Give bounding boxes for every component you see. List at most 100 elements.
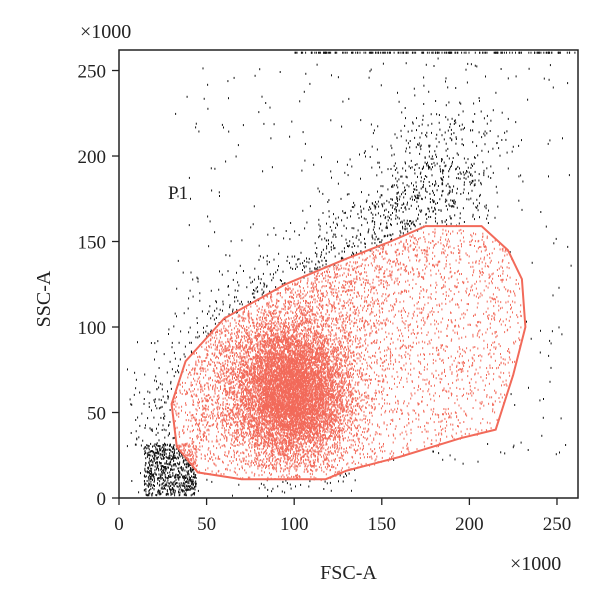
scatter-point (258, 360, 260, 363)
scatter-point (234, 362, 236, 364)
scatter-point (334, 436, 336, 439)
scatter-point (285, 359, 287, 362)
scatter-point (262, 417, 264, 420)
scatter-point (356, 449, 358, 452)
scatter-point (306, 393, 308, 396)
scatter-point (302, 434, 304, 437)
scatter-point (324, 422, 326, 425)
scatter-point (323, 325, 325, 327)
scatter-point (261, 369, 263, 372)
scatter-point (348, 426, 350, 429)
scatter-point (321, 365, 323, 368)
scatter-point (240, 363, 242, 366)
scatter-point (305, 344, 306, 347)
scatter-point (331, 406, 333, 409)
scatter-point (289, 366, 291, 369)
scatter-point (314, 313, 316, 316)
scatter-point (259, 410, 261, 412)
scatter-point (307, 422, 309, 425)
scatter-point (220, 413, 222, 416)
scatter-point (261, 463, 262, 466)
scatter-point (335, 429, 337, 432)
scatter-point (259, 367, 261, 369)
scatter-point (346, 373, 348, 376)
scatter-point (325, 367, 326, 369)
scatter-point (343, 328, 345, 331)
scatter-point (324, 383, 326, 385)
scatter-point (289, 462, 291, 465)
scatter-point (311, 425, 313, 428)
scatter-point (325, 358, 327, 361)
scatter-point (283, 350, 285, 353)
scatter-point (306, 387, 308, 390)
scatter-point (259, 415, 261, 418)
scatter-point (291, 325, 293, 328)
scatter-point (264, 321, 266, 324)
scatter-point (305, 359, 307, 362)
scatter-point (310, 388, 312, 391)
scatter-point (302, 429, 304, 432)
scatter-point (294, 397, 296, 400)
scatter-point (242, 376, 243, 379)
scatter-point (373, 437, 375, 440)
scatter-point (305, 350, 307, 353)
scatter-point (272, 345, 274, 348)
scatter-point (288, 415, 290, 418)
scatter-point (231, 387, 233, 390)
scatter-point (267, 383, 269, 385)
scatter-point (296, 384, 298, 387)
scatter-point (254, 373, 256, 376)
scatter-point (296, 410, 298, 413)
scatter-point (341, 398, 343, 401)
scatter-point (315, 438, 317, 441)
scatter-point (313, 402, 315, 405)
scatter-point (287, 336, 289, 339)
scatter-point (246, 383, 248, 386)
scatter-point (338, 342, 340, 345)
scatter-point (284, 366, 285, 369)
scatter-point (257, 362, 259, 365)
scatter-point (318, 407, 320, 410)
scatter-point (284, 340, 286, 343)
scatter-point (247, 422, 249, 425)
scatter-point (311, 322, 313, 325)
scatter-point (334, 460, 336, 463)
scatter-point (255, 390, 257, 393)
scatter-point (306, 455, 308, 458)
scatter-point (313, 371, 315, 374)
scatter-point (335, 436, 337, 438)
scatter-point (267, 385, 269, 388)
scatter-point (296, 317, 297, 320)
scatter-point (314, 410, 315, 413)
scatter-point (254, 392, 256, 395)
scatter-point (305, 408, 307, 411)
scatter-point (262, 401, 264, 404)
scatter-point (279, 279, 281, 281)
scatter-point (309, 422, 311, 425)
scatter-point (236, 407, 238, 409)
scatter-point (236, 450, 238, 453)
scatter-point (294, 436, 296, 439)
scatter-point (317, 455, 319, 458)
scatter-point (337, 322, 339, 325)
scatter-point (313, 445, 314, 448)
scatter-point (317, 295, 319, 298)
scatter-point (275, 403, 277, 405)
scatter-point (283, 403, 285, 406)
scatter-point (226, 376, 228, 379)
scatter-point (293, 389, 294, 392)
scatter-point (248, 426, 250, 429)
scatter-point (322, 339, 324, 342)
scatter-point (248, 355, 250, 358)
scatter-point (324, 424, 326, 427)
scatter-point (339, 419, 341, 422)
scatter-point (305, 385, 306, 388)
scatter-point (252, 434, 254, 437)
scatter-point (244, 364, 245, 367)
scatter-point (295, 465, 297, 468)
scatter-point (343, 408, 345, 411)
scatter-point (266, 365, 268, 368)
scatter-point (306, 368, 308, 371)
scatter-point (242, 373, 244, 376)
scatter-point (354, 418, 356, 421)
